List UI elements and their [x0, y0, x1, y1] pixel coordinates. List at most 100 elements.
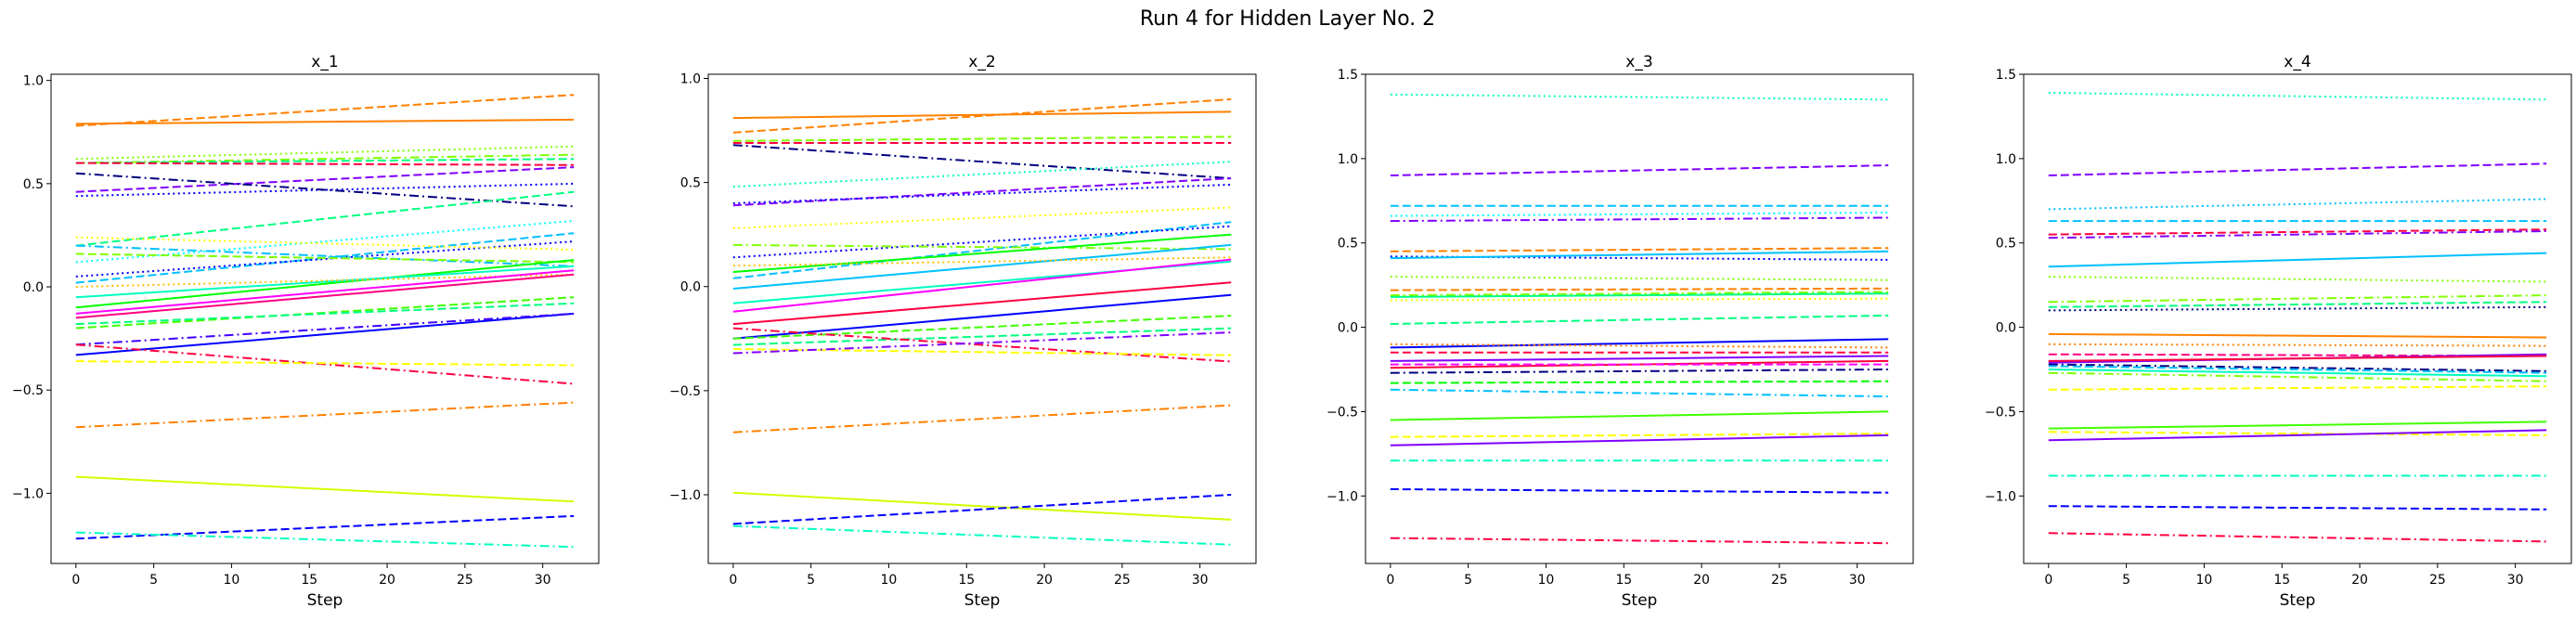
series-line: [75, 273, 575, 288]
x-tick-label: 25: [2429, 573, 2446, 588]
y-tick-label: 0.0: [23, 280, 44, 295]
series-line: [1390, 276, 1889, 281]
series-line: [75, 219, 575, 264]
subplot-4: x_4 0 5 10 15 20 25 30 −1.0 −0.5 0.0 0.5 1.0 1.5 Step: [1985, 53, 2572, 610]
series-line: [2048, 92, 2547, 101]
subplot-1: x_1 0 5 10 15 20 25 30 −1.0 −0.5 0.0 0.5 1.0 Step: [12, 53, 600, 610]
series-line: [2048, 162, 2547, 176]
series-line: [732, 524, 1232, 546]
series-line: [732, 183, 1232, 204]
series-line: [75, 162, 575, 166]
series-line: [1390, 297, 1889, 302]
series-line: [2048, 252, 2547, 268]
series-line: [732, 110, 1232, 120]
series-line: [1390, 388, 1889, 398]
subplots: x_1 0 5 10 15 20 25 30 −1.0 −0.5 0.0 0.5 1.0 Step x_2 0…: [12, 53, 2572, 610]
x-tick-label: 0: [729, 573, 737, 588]
series-line: [2048, 420, 2547, 430]
subplot-title: x_2: [968, 53, 995, 71]
y-tick-label: 1.0: [23, 74, 44, 89]
series-line: [2048, 301, 2547, 308]
series-line: [75, 153, 575, 164]
x-tick-label: 0: [71, 573, 80, 588]
series-line: [2048, 228, 2547, 236]
x-tick-label: 20: [379, 573, 395, 588]
x-tick-label: 30: [1192, 573, 1209, 588]
series-line: [732, 293, 1232, 340]
series-line: [732, 161, 1232, 188]
series-line: [732, 221, 1232, 279]
series-line: [75, 269, 575, 315]
y-tick-label: −0.5: [1985, 405, 2016, 420]
x-tick-label: 0: [2044, 573, 2052, 588]
figure-title: Run 4 for Hidden Layer No. 2: [1140, 7, 1435, 31]
series-line: [2048, 365, 2547, 374]
series-line: [75, 94, 575, 127]
x-tick-label: 30: [1849, 573, 1866, 588]
series-line: [1390, 537, 1889, 545]
series-line: [2048, 429, 2547, 442]
series-line: [1390, 250, 1889, 260]
series-line: [732, 206, 1232, 229]
series-line: [1390, 433, 1889, 438]
series-line: [75, 166, 575, 193]
x-tick-label: 10: [881, 573, 898, 588]
x-tick-label: 25: [1771, 573, 1788, 588]
x-tick-label: 0: [1386, 573, 1394, 588]
y-tick-label: 0.0: [680, 280, 701, 295]
y-tick-label: 1.5: [1338, 68, 1358, 83]
series-line: [75, 514, 575, 540]
subplot-title: x_3: [1625, 53, 1652, 71]
series-group: [1390, 93, 1889, 545]
series-line: [75, 259, 575, 309]
x-tick-label: 20: [1693, 573, 1710, 588]
series-line: [2048, 505, 2547, 511]
y-tick-label: 1.5: [1996, 68, 2016, 83]
series-line: [732, 258, 1232, 313]
y-tick-label: −0.5: [669, 384, 701, 399]
series-line: [2048, 363, 2547, 372]
series-line: [75, 401, 575, 429]
series-line: [75, 475, 575, 503]
subplot-title: x_1: [311, 53, 338, 71]
series-line: [2048, 532, 2547, 543]
series-line: [732, 331, 1232, 355]
series-line: [75, 118, 575, 125]
series-line: [1390, 291, 1889, 297]
series-line: [732, 243, 1232, 290]
series-line: [1390, 247, 1889, 252]
series-line: [75, 531, 575, 549]
series-line: [732, 243, 1232, 251]
series-line: [732, 491, 1232, 521]
y-tick-label: 0.5: [23, 177, 44, 192]
series-line: [75, 302, 575, 326]
series-line: [1390, 433, 1889, 446]
series-line: [1390, 369, 1889, 374]
x-tick-label: 25: [457, 573, 473, 588]
series-group: [2048, 92, 2547, 543]
series-line: [75, 360, 575, 367]
y-tick-label: −1.0: [1327, 489, 1358, 504]
x-tick-label: 5: [807, 573, 815, 588]
series-line: [1390, 343, 1889, 349]
series-line: [732, 225, 1232, 259]
series-line: [2048, 355, 2547, 362]
axes-frame: [2023, 73, 2572, 564]
series-line: [1390, 410, 1889, 421]
y-tick-label: 1.0: [1338, 152, 1358, 167]
series-line: [75, 244, 575, 267]
series-line: [732, 327, 1232, 363]
series-line: [75, 190, 575, 247]
series-line: [1390, 380, 1889, 384]
series-line: [1390, 292, 1889, 298]
x-tick-label: 5: [149, 573, 158, 588]
series-line: [75, 182, 575, 198]
series-line: [1390, 314, 1889, 325]
x-tick-label: 30: [535, 573, 551, 588]
series-line: [732, 256, 1232, 267]
series-line: [732, 233, 1232, 273]
series-line: [75, 312, 575, 346]
series-line: [2048, 431, 2547, 436]
y-tick-label: −1.0: [12, 486, 44, 501]
